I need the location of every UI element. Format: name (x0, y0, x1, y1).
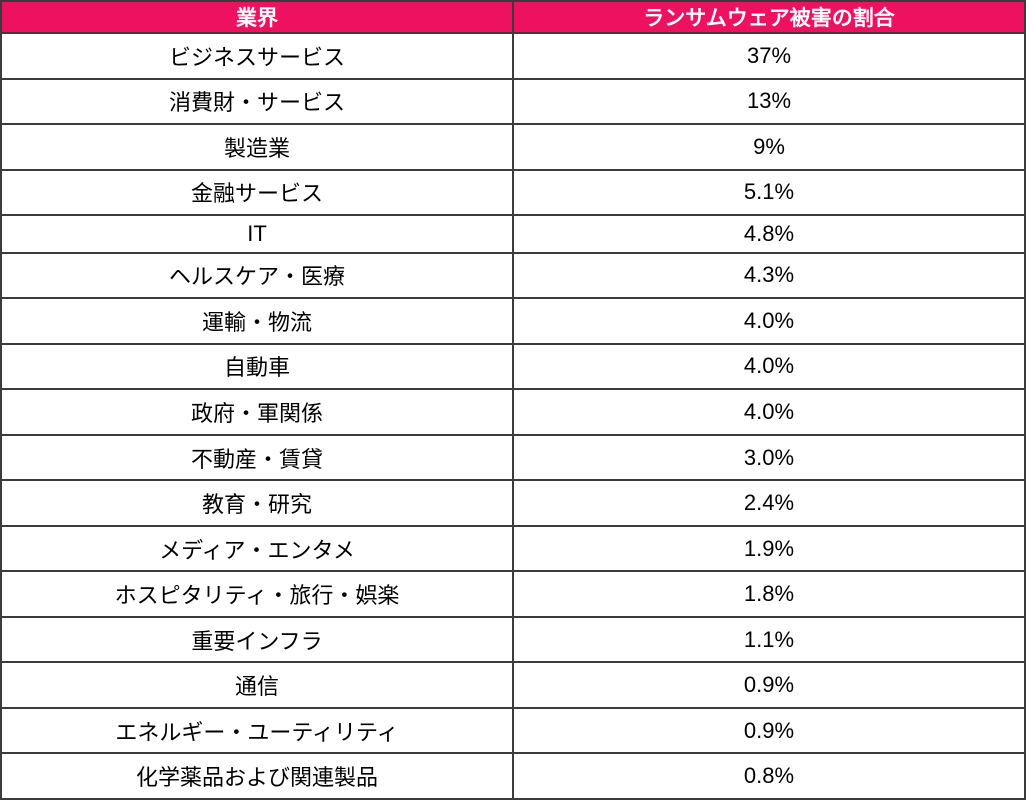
ratio-cell: 3.0% (512, 433, 1026, 482)
table-row: 教育・研究 2.4% (0, 479, 1026, 527)
industry-cell: エネルギー・ユーティリティ (0, 706, 514, 755)
industry-cell: メディア・エンタメ (0, 524, 514, 573)
ratio-cell: 4.0% (512, 388, 1026, 436)
table-header-row: 業界 ランサムウェア被害の割合 (0, 0, 1026, 34)
ratio-cell: 0.9% (512, 706, 1026, 755)
industry-cell: 不動産・賃貸 (0, 433, 514, 482)
industry-cell: 自動車 (0, 342, 514, 391)
table-row: メディア・エンタメ 1.9% (0, 524, 1026, 573)
ratio-cell: 4.0% (512, 297, 1026, 345)
table-row: 重要インフラ 1.1% (0, 615, 1026, 664)
table-row: 消費財・サービス 13% (0, 77, 1026, 126)
ratio-cell: 4.8% (512, 214, 1026, 254)
ratio-cell: 4.0% (512, 342, 1026, 391)
industry-cell: 製造業 (0, 123, 514, 171)
table-row: IT 4.8% (0, 214, 1026, 254)
ratio-cell: 0.9% (512, 661, 1026, 709)
table-row: エネルギー・ユーティリティ 0.9% (0, 706, 1026, 755)
header-industry: 業界 (0, 0, 514, 34)
table-row: 不動産・賃貸 3.0% (0, 433, 1026, 482)
industry-cell: 化学薬品および関連製品 (0, 752, 514, 800)
industry-cell: ビジネスサービス (0, 32, 514, 80)
industry-cell: 教育・研究 (0, 479, 514, 527)
table-row: 製造業 9% (0, 123, 1026, 171)
ratio-cell: 2.4% (512, 479, 1026, 527)
table-row: 化学薬品および関連製品 0.8% (0, 752, 1026, 800)
ratio-cell: 9% (512, 123, 1026, 171)
ratio-cell: 1.9% (512, 524, 1026, 573)
ratio-cell: 37% (512, 32, 1026, 80)
industry-cell: 運輸・物流 (0, 297, 514, 345)
industry-cell: ヘルスケア・医療 (0, 251, 514, 300)
table-row: 自動車 4.0% (0, 342, 1026, 391)
table-row: ヘルスケア・医療 4.3% (0, 251, 1026, 300)
ratio-cell: 4.3% (512, 251, 1026, 300)
ratio-cell: 1.1% (512, 615, 1026, 664)
industry-cell: 通信 (0, 661, 514, 709)
ratio-cell: 0.8% (512, 752, 1026, 800)
industry-cell: 政府・軍関係 (0, 388, 514, 436)
table-row: ホスピタリティ・旅行・娯楽 1.8% (0, 570, 1026, 618)
ratio-cell: 5.1% (512, 168, 1026, 217)
industry-cell: IT (0, 214, 514, 254)
ratio-cell: 13% (512, 77, 1026, 126)
industry-cell: ホスピタリティ・旅行・娯楽 (0, 570, 514, 618)
table-row: 政府・軍関係 4.0% (0, 388, 1026, 436)
table-row: 運輸・物流 4.0% (0, 297, 1026, 345)
industry-cell: 重要インフラ (0, 615, 514, 664)
table-row: 通信 0.9% (0, 661, 1026, 709)
table-row: 金融サービス 5.1% (0, 168, 1026, 217)
ratio-cell: 1.8% (512, 570, 1026, 618)
industry-cell: 金融サービス (0, 168, 514, 217)
header-ransomware-ratio: ランサムウェア被害の割合 (512, 0, 1026, 34)
table-row: ビジネスサービス 37% (0, 32, 1026, 80)
industry-cell: 消費財・サービス (0, 77, 514, 126)
